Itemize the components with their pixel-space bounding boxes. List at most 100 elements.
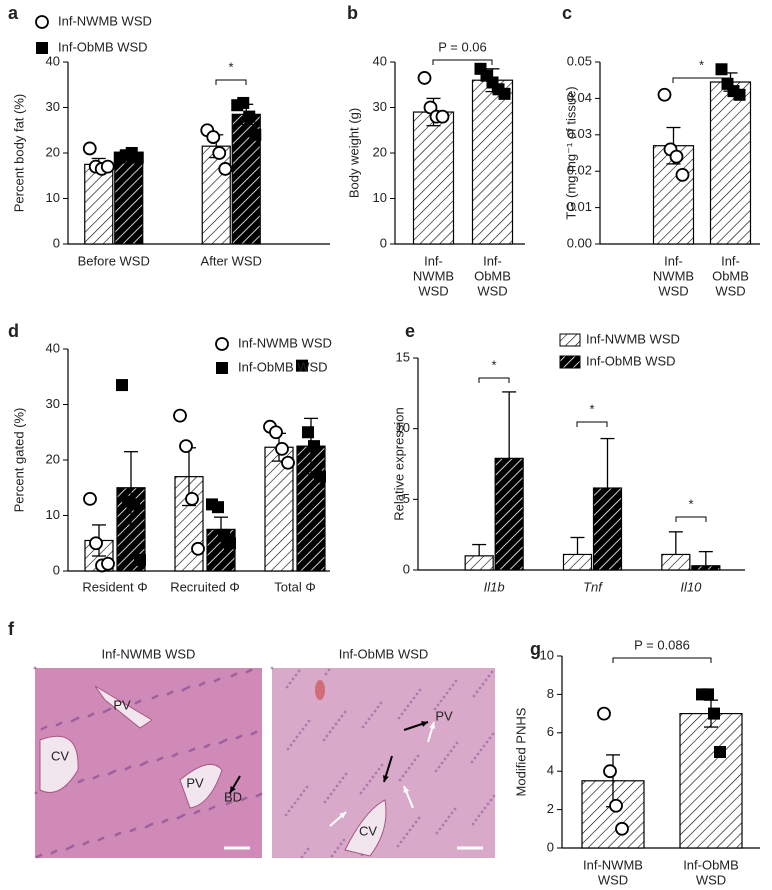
data-point xyxy=(308,440,320,453)
tissue-dot xyxy=(344,772,348,776)
tissue-dot xyxy=(259,792,263,796)
tissue-dot xyxy=(471,822,475,826)
tissue-dot xyxy=(410,762,414,766)
tissue-dot xyxy=(305,785,309,789)
y-tick-label: 20 xyxy=(373,144,387,159)
bar xyxy=(201,145,231,245)
bracket xyxy=(612,657,712,663)
tissue-dot xyxy=(371,775,375,779)
legend-label: Inf-ObMB WSD xyxy=(586,353,676,368)
tissue-dot xyxy=(403,708,407,712)
tissue-dot xyxy=(439,699,443,703)
tissue-dot xyxy=(365,783,369,787)
legend-marker xyxy=(215,337,229,351)
tissue-dot xyxy=(492,794,496,798)
tissue-dot xyxy=(334,722,338,726)
x-tick-label: WSD xyxy=(715,283,745,298)
legend-marker xyxy=(35,15,49,29)
bar xyxy=(464,555,494,571)
tissue-dot xyxy=(298,731,302,735)
tissue-dot xyxy=(483,806,487,810)
x-tick-label: WSD xyxy=(696,872,726,887)
data-point xyxy=(615,821,629,836)
micrograph-label: BD xyxy=(224,789,242,804)
tissue-dot xyxy=(333,850,337,854)
tissue-dot xyxy=(470,760,474,764)
tissue-dot xyxy=(482,744,486,748)
tissue-dot xyxy=(452,745,456,749)
tissue-dot xyxy=(39,853,43,857)
tissue-dot xyxy=(485,740,489,744)
tissue-dot xyxy=(331,726,335,730)
annotation: * xyxy=(491,357,496,372)
x-tick-label: WSD xyxy=(477,283,507,298)
x-tick-label: ObMB xyxy=(712,268,749,283)
tissue-dot xyxy=(290,805,294,809)
micrograph-label: CV xyxy=(51,748,69,763)
data-point xyxy=(89,536,103,551)
data-point xyxy=(609,798,623,813)
tissue-dot xyxy=(361,725,365,729)
tissue-dot xyxy=(108,707,112,711)
x-tick-label: Inf-NWMB xyxy=(583,857,643,872)
tissue-dot xyxy=(329,792,333,796)
y-tick-label: 0.02 xyxy=(567,163,592,178)
y-axis-label: TG (mg mg⁻¹ of tissue) xyxy=(563,86,578,219)
tissue-dot xyxy=(326,796,330,800)
tissue-dot xyxy=(487,674,491,678)
data-point xyxy=(435,109,450,124)
data-point xyxy=(82,141,97,156)
tissue-dot xyxy=(337,718,341,722)
annotation: P = 0.06 xyxy=(438,39,487,54)
x-tick-label: ObMB xyxy=(474,268,511,283)
tissue-dot xyxy=(294,673,298,677)
tissue-dot xyxy=(416,754,420,758)
x-tick-label: Inf- xyxy=(721,253,740,268)
micrograph-label: PV xyxy=(435,708,453,723)
tissue-dot xyxy=(244,796,248,800)
tissue-dot xyxy=(128,765,132,769)
tissue-dot xyxy=(341,776,345,780)
tissue-dot xyxy=(435,831,439,835)
y-tick-label: 20 xyxy=(46,451,60,466)
tissue-dot xyxy=(414,820,418,824)
tissue-dot xyxy=(408,828,412,832)
y-tick-label: 30 xyxy=(46,396,60,411)
data-point xyxy=(206,130,221,144)
x-tick-label: NWMB xyxy=(653,268,694,283)
tissue-dot xyxy=(113,769,117,773)
bar xyxy=(679,712,743,849)
tissue-dot xyxy=(367,717,371,721)
data-point xyxy=(128,498,140,511)
x-tick-label: WSD xyxy=(658,283,688,298)
legend-marker xyxy=(559,355,581,369)
y-tick-label: 0.04 xyxy=(567,90,592,105)
tissue-dot xyxy=(254,730,258,734)
x-tick-label: Before WSD xyxy=(78,253,150,268)
tissue-dot xyxy=(370,713,374,717)
tissue-dot xyxy=(443,757,447,761)
tissue-dot xyxy=(96,774,100,778)
tissue-dot xyxy=(472,694,476,698)
tissue-dot xyxy=(249,668,253,672)
annotation: * xyxy=(699,57,704,72)
y-tick-label: 2 xyxy=(547,801,554,816)
bar xyxy=(709,81,752,245)
x-tick-label: WSD xyxy=(598,872,628,887)
y-axis-label: Body weight (g) xyxy=(346,108,361,198)
y-tick-label: 5 xyxy=(403,491,410,506)
tissue-dot xyxy=(301,727,305,731)
tissue-dot xyxy=(217,677,221,681)
tissue-dot xyxy=(436,703,440,707)
tissue-dot xyxy=(150,822,154,826)
y-tick-label: 20 xyxy=(46,144,60,159)
data-point xyxy=(212,146,227,160)
y-tick-label: 0.05 xyxy=(567,53,592,68)
data-point xyxy=(597,706,611,721)
tissue-dot xyxy=(440,761,444,765)
y-tick-label: 0 xyxy=(547,839,554,854)
y-tick-label: 0.03 xyxy=(567,126,592,141)
tissue-dot xyxy=(81,778,85,782)
tissue-dot xyxy=(286,747,290,751)
tissue-dot xyxy=(302,789,306,793)
